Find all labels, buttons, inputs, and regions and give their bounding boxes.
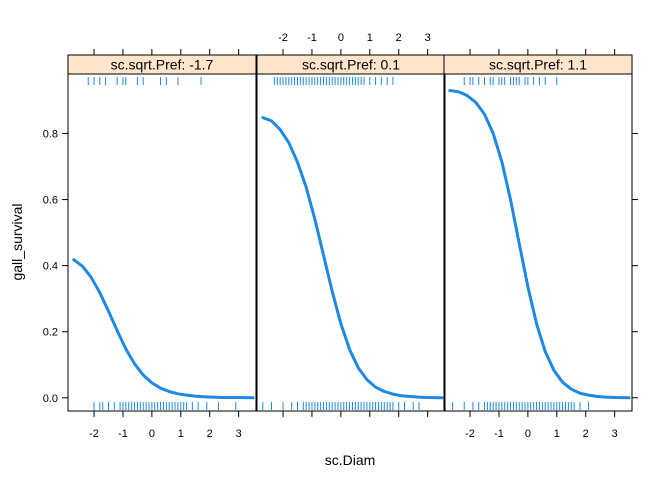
panel-border (67, 73, 257, 412)
x-tick-label-top: 2 (396, 32, 402, 44)
x-tick-label-bottom: 1 (178, 428, 184, 440)
x-axis-label: sc.Diam (325, 452, 376, 468)
x-tick-label-bottom: 3 (236, 428, 242, 440)
x-tick-label-bottom: 3 (612, 428, 618, 440)
x-tick-label-bottom: -2 (465, 428, 475, 440)
rug-group (452, 77, 590, 410)
x-tick-label-bottom: 1 (554, 428, 560, 440)
fitted-curve (261, 116, 444, 400)
x-tick-label-top: 3 (425, 32, 431, 44)
y-axis-group: 0.0 0.2 0.4 0.6 0.8 (43, 128, 638, 405)
fitted-curve (448, 89, 631, 400)
panel-3: sc.sqrt.Pref: 1.1 -2 -1 0 1 2 3 (443, 49, 633, 440)
x-tick-label-bottom: -2 (89, 428, 99, 440)
x-tick-label-bottom: 0 (149, 428, 155, 440)
x-tick-label-top: 0 (338, 32, 344, 44)
strip-label: sc.sqrt.Pref: 1.1 (489, 57, 587, 73)
rug-group (262, 77, 420, 410)
strip-label: sc.sqrt.Pref: -1.7 (111, 57, 214, 73)
fitted-curve (72, 258, 255, 400)
panel-1: sc.sqrt.Pref: -1.7 -2 -1 0 1 2 3 (67, 49, 257, 440)
x-tick-label-top: 1 (367, 32, 373, 44)
x-tick-label-bottom: -1 (494, 428, 504, 440)
y-tick-label: 0.2 (43, 327, 58, 339)
rug-group (87, 77, 237, 410)
x-tick-label-top: -2 (278, 32, 288, 44)
x-tick-label-top: -1 (307, 32, 317, 44)
y-tick-label: 0.6 (43, 195, 58, 207)
panels-group: sc.sqrt.Pref: -1.7-2 -1 0 1 2 3sc.sqrt.Pref: … (43, 32, 638, 440)
y-tick-label: 0.8 (43, 128, 58, 140)
x-tick-label-bottom: 0 (525, 428, 531, 440)
strip-label: sc.sqrt.Pref: 0.1 (302, 57, 400, 73)
panel-2: sc.sqrt.Pref: 0.1 -2 -1 0 1 2 3 (256, 32, 446, 417)
x-tick-label-bottom: 2 (583, 428, 589, 440)
y-tick-label: 0.0 (43, 393, 58, 405)
y-axis-label: gall_survival (9, 203, 25, 280)
y-tick-label: 0.4 (43, 261, 58, 273)
x-tick-label-bottom: 2 (207, 428, 213, 440)
panel-border (256, 73, 446, 412)
x-tick-label-bottom: -1 (118, 428, 128, 440)
panel-border (443, 73, 633, 412)
